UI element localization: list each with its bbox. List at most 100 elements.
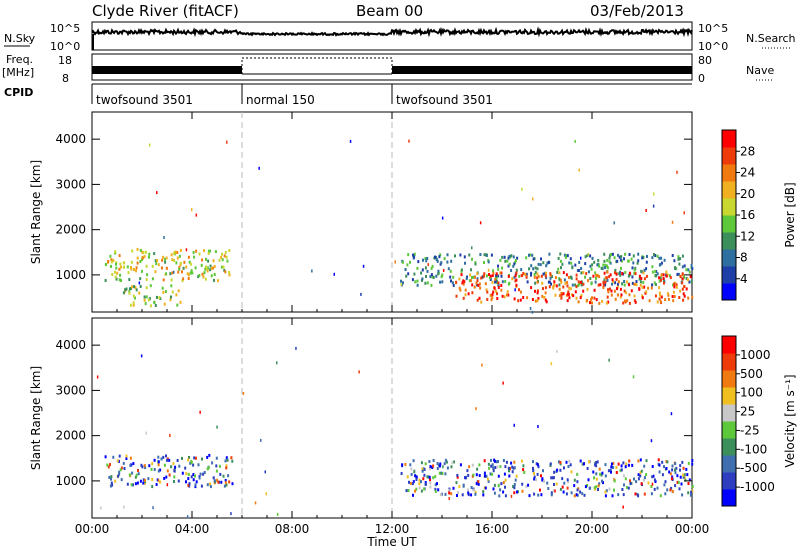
scatter-cell [494,466,497,469]
scatter-cell [589,277,592,280]
scatter-cell [188,456,190,459]
scatter-cell [666,292,669,295]
scatter-cell [440,261,443,265]
scatter-cell [587,478,590,482]
scatter-cell [142,481,145,485]
scatter-cell [475,407,477,411]
scatter-cell [686,278,689,282]
scatter-cell [641,294,644,298]
scatter-cell [537,297,540,300]
scatter-cell [495,274,498,278]
scatter-cell [535,478,537,482]
scatter-cell [687,491,690,495]
scatter-cell [594,271,597,275]
scatter-cell [525,484,528,488]
scatter-cell [228,249,231,252]
scatter-cell [681,493,684,497]
scatter-cell [126,482,129,486]
scatter-cell [681,287,684,291]
colorbar-swatch [722,232,736,250]
scatter-cell [230,456,233,460]
scatter-cell [228,273,231,277]
scatter-cell [475,281,478,285]
scatter-cell [430,283,433,287]
scatter-cell [611,278,614,282]
scatter-cell [459,288,462,292]
scatter-cell [410,473,413,476]
scatter-cell [640,469,643,473]
scatter-cell [485,288,488,292]
scatter-cell [135,269,137,273]
scatter-cell [502,481,505,485]
colorbar-tick-label: 24 [740,166,755,180]
scatter-cell [276,361,278,365]
scatter-cell [525,275,528,279]
scatter-cell [534,270,537,274]
scatter-cell [502,459,505,462]
scatter-cell [448,497,450,500]
scatter-cell [133,268,135,271]
scatter-cell [599,472,602,476]
scatter-cell [474,262,477,266]
scatter-cell [145,278,148,281]
scatter-cell [573,494,576,498]
scatter-cell [437,272,440,276]
scatter-cell [592,274,595,278]
scatter-cell [439,280,442,284]
scatter-cell [182,266,185,270]
scatter-cell [683,294,686,298]
scatter-cell [489,278,492,281]
scatter-cell [605,301,608,305]
scatter-cell [506,293,508,297]
scatter-cell [173,475,176,479]
scatter-cell [170,295,172,299]
scatter-cell [128,291,131,295]
scatter-cell [691,489,694,493]
scatter-cell [683,285,686,289]
scatter-cell [201,258,204,262]
scatter-cell [171,271,174,275]
scatter-cell [610,465,613,469]
scatter-cell [412,253,414,257]
scatter-cell [405,489,408,493]
scatter-cell [651,283,654,287]
scatter-cell [501,294,504,298]
scatter-cell [406,475,409,479]
scatter-cell [445,460,448,464]
scatter-cell [659,263,662,266]
scatter-cell [141,256,144,260]
y-axis-label: Slant Range [km] [29,366,43,470]
scatter-cell [145,295,148,299]
scatter-cell [165,272,168,276]
scatter-cell [628,293,631,297]
scatter-cell [507,264,510,268]
scatter-cell [400,283,403,286]
scatter-cell [645,459,648,463]
scatter-cell [409,463,412,467]
scatter-cell [645,260,648,264]
scatter-cell [422,477,425,481]
scatter-cell [584,255,587,259]
scatter-cell [460,268,463,272]
scatter-cell [671,490,674,494]
scatter-cell [582,271,585,275]
scatter-cell [566,280,569,284]
scatter-cell [500,482,503,486]
scatter-cell [660,261,663,265]
colorbar-tick-label: 4 [740,272,748,286]
scatter-cell [470,493,473,497]
scatter-cell [111,273,114,276]
scatter-cell [199,472,202,476]
scatter-cell [134,296,136,300]
scatter-cell [156,478,159,482]
scatter-cell [632,261,635,265]
scatter-cell [139,277,142,281]
scatter-cell [496,465,499,469]
scatter-cell [562,271,565,275]
scatter-cell [654,294,657,298]
scatter-cell [549,276,552,280]
scatter-cell [415,478,418,481]
scatter-cell [119,262,122,266]
scatter-cell [665,274,668,278]
scatter-cell [660,273,663,277]
